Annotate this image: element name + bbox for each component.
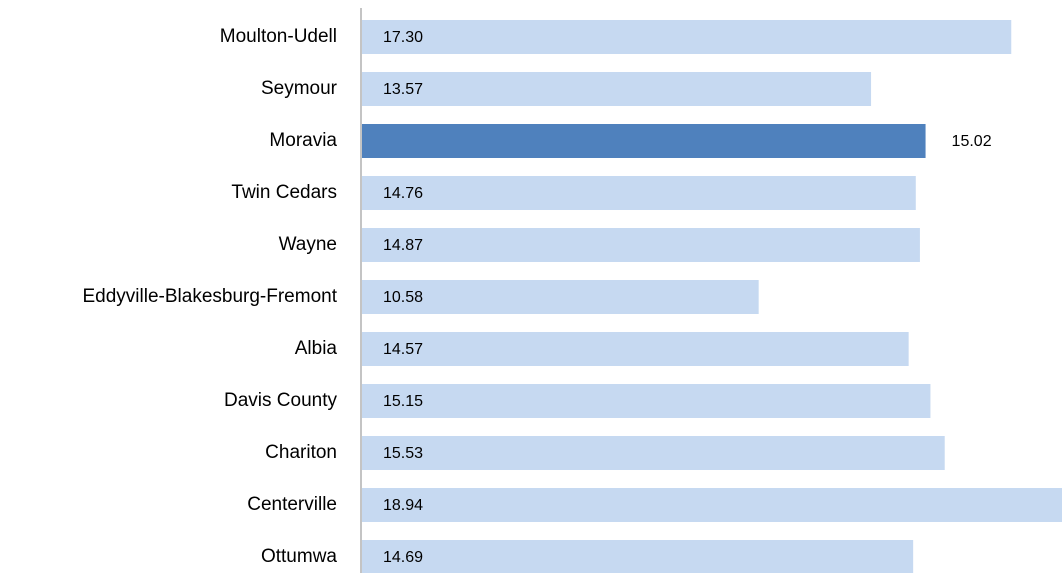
bar — [362, 176, 916, 210]
value-label: 13.57 — [383, 81, 423, 98]
value-label: 18.94 — [383, 497, 423, 514]
value-label: 15.15 — [383, 393, 423, 410]
bar — [362, 124, 926, 158]
category-label: Eddyville-Blakesburg-Fremont — [83, 286, 338, 307]
bar — [362, 436, 945, 470]
category-label: Twin Cedars — [231, 182, 337, 203]
bar — [362, 488, 1062, 522]
value-label: 17.30 — [383, 29, 423, 46]
category-label: Moravia — [269, 130, 337, 151]
category-label: Moulton-Udell — [220, 26, 337, 47]
value-label: 15.02 — [952, 133, 992, 150]
category-label: Wayne — [279, 234, 337, 255]
bar — [362, 72, 872, 106]
category-label: Seymour — [261, 78, 338, 99]
bar — [362, 384, 931, 418]
value-label: 14.87 — [383, 237, 423, 254]
category-label: Albia — [295, 338, 338, 359]
value-label: 14.57 — [383, 341, 423, 358]
value-label: 10.58 — [383, 289, 423, 306]
category-label: Chariton — [265, 442, 337, 463]
bar — [362, 540, 914, 573]
bar — [362, 228, 920, 262]
value-label: 14.76 — [383, 185, 423, 202]
bar — [362, 332, 909, 366]
category-label: Davis County — [224, 390, 337, 411]
value-label: 15.53 — [383, 445, 423, 462]
value-label: 14.69 — [383, 549, 423, 566]
category-label: Centerville — [247, 494, 337, 515]
category-label: Ottumwa — [261, 546, 337, 567]
bar — [362, 280, 759, 314]
bar — [362, 20, 1012, 54]
